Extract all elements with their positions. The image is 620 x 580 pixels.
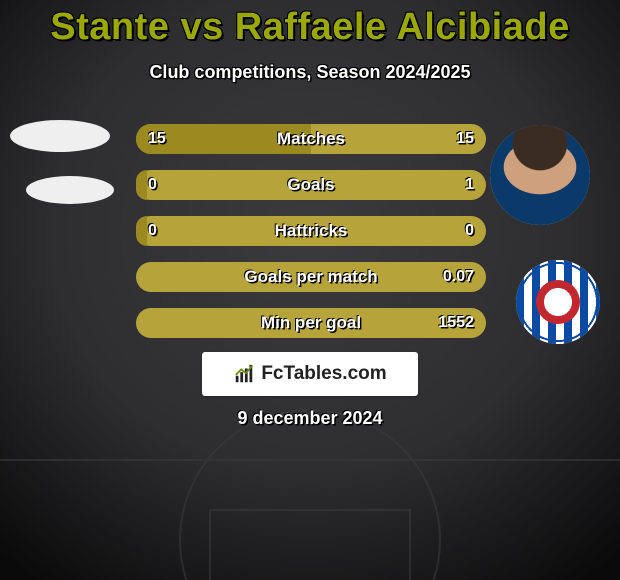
brand-text: FcTables.com <box>261 363 386 385</box>
chart-icon <box>233 363 255 385</box>
bar-left-segment <box>136 170 147 200</box>
stat-row-goals: 0 Goals 1 <box>136 170 486 200</box>
stat-right-value: 1552 <box>438 314 474 332</box>
player-left-club-logo <box>26 176 114 204</box>
stat-label: Hattricks <box>275 221 348 241</box>
stat-right-value: 0 <box>465 222 474 240</box>
player-right-club-logo: BB <box>516 260 600 344</box>
generated-date: 9 december 2024 <box>0 408 620 429</box>
stat-left-value: 15 <box>148 130 166 148</box>
stat-label: Min per goal <box>261 313 361 333</box>
brand-badge: FcTables.com <box>202 352 418 396</box>
stat-row-matches: 15 Matches 15 <box>136 124 486 154</box>
stat-right-value: 0.07 <box>443 268 474 286</box>
stat-right-value: 1 <box>465 176 474 194</box>
stat-row-min-per-goal: Min per goal 1552 <box>136 308 486 338</box>
stat-left-value: 0 <box>148 176 157 194</box>
stat-label: Goals <box>287 175 334 195</box>
subtitle: Club competitions, Season 2024/2025 <box>0 62 620 83</box>
player-left-portrait <box>10 120 110 152</box>
club-badge-text: BB <box>544 291 572 312</box>
stat-label: Matches <box>277 129 345 149</box>
player-right-portrait <box>490 125 590 225</box>
stat-row-hattricks: 0 Hattricks 0 <box>136 216 486 246</box>
stat-rows: 15 Matches 15 0 Goals 1 0 Hattricks 0 Goals per m… <box>136 124 486 354</box>
stat-right-value: 15 <box>456 130 474 148</box>
stat-row-goals-per-match: Goals per match 0.07 <box>136 262 486 292</box>
bar-left-segment <box>136 216 147 246</box>
comparison-infographic: Stante vs Raffaele Alcibiade Club compet… <box>0 0 620 580</box>
stat-left-value: 0 <box>148 222 157 240</box>
page-title: Stante vs Raffaele Alcibiade <box>0 6 620 49</box>
stat-label: Goals per match <box>244 267 377 287</box>
